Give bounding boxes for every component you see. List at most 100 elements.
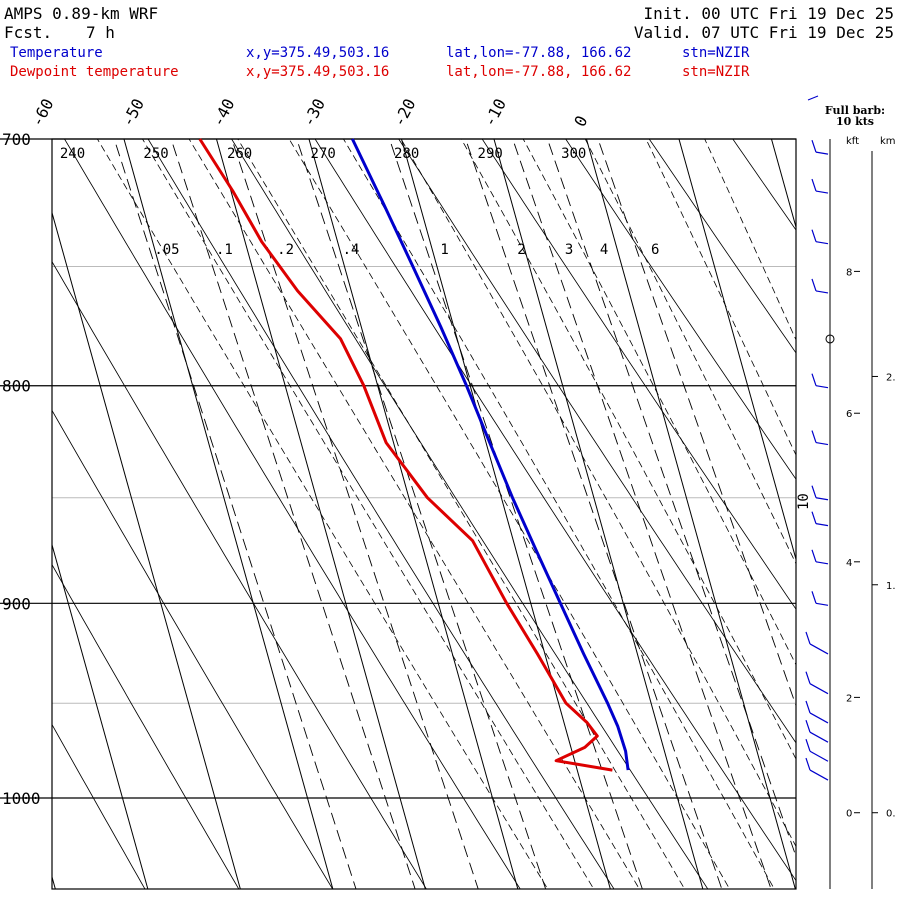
dewpoint-line xyxy=(198,138,613,772)
kft-tick-label: 0 xyxy=(846,809,852,820)
moist-adiabat xyxy=(288,139,731,889)
isotherm xyxy=(585,139,796,889)
moist-adiabat xyxy=(237,139,686,889)
isotherm xyxy=(864,139,900,889)
wind-barb-flag xyxy=(811,229,817,242)
dry-adiabat-label: 300 xyxy=(561,146,586,162)
barb-annotation: 10 xyxy=(796,493,812,510)
dry-adiabat xyxy=(314,139,796,882)
legend-temperature-xy: x,y=375.49,503.16 xyxy=(246,45,389,61)
dry-adiabat xyxy=(648,139,796,354)
model-title: AMPS 0.89-km WRF xyxy=(4,4,158,23)
isotherm xyxy=(308,139,519,889)
moist-adiabat xyxy=(522,139,796,666)
wind-barb xyxy=(809,712,829,724)
mixing-ratio-label: 1 xyxy=(440,242,448,258)
pressure-label-900: 900 xyxy=(2,594,31,613)
moist-adiabat xyxy=(142,139,595,889)
legend-temperature-latlon: lat,lon=-77.88, 166.62 xyxy=(446,45,631,61)
temperature-line xyxy=(351,138,630,771)
dry-adiabat-label: 240 xyxy=(60,146,85,162)
barb-key-icon xyxy=(807,95,819,101)
side-panel: 10 0 2 4 6 8 0. 1. 2. xyxy=(796,139,896,889)
isotherm xyxy=(52,210,241,889)
dry-adiabat-label: 260 xyxy=(227,146,252,162)
moist-adiabat xyxy=(343,139,775,889)
isotherm-label: -10 xyxy=(480,95,510,129)
kft-tick-label: 4 xyxy=(846,558,852,569)
dry-adiabat-label: 270 xyxy=(310,146,335,162)
moist-adiabat xyxy=(400,139,796,848)
km-axis-label: km xyxy=(880,136,896,147)
mixing-ratio-label: .2 xyxy=(277,242,294,258)
calm-wind-circle xyxy=(825,334,835,344)
mixing-ratio-label: .4 xyxy=(343,242,360,258)
km-tick-label: 1. xyxy=(886,581,896,592)
wind-barb xyxy=(809,731,829,743)
wind-barb-flag xyxy=(805,631,811,645)
dry-adiabat xyxy=(871,99,900,900)
wind-barb xyxy=(815,190,829,194)
barb-key-line2: 10 kts xyxy=(836,115,874,128)
forecast-label: Fcst. xyxy=(4,23,52,42)
dry-adiabat xyxy=(481,139,796,610)
mixing-ratio-label: 4 xyxy=(600,242,608,258)
mixing-ratio-line xyxy=(465,139,723,889)
legend-temperature-name: Temperature xyxy=(10,45,103,61)
pressure-label-700: 700 xyxy=(2,130,31,149)
isotherm xyxy=(400,139,611,889)
wind-barb-flag xyxy=(805,671,811,684)
mixing-ratio-line xyxy=(170,139,416,889)
mixing-ratio-line xyxy=(113,139,357,889)
kft-tick-label: 8 xyxy=(846,267,852,278)
mixing-ratio-line xyxy=(231,139,479,889)
kft-tick-label: 2 xyxy=(846,693,852,704)
wind-barb-flag xyxy=(811,485,817,498)
wind-barb-flag xyxy=(811,178,817,192)
mixing-ratio-label: .05 xyxy=(154,242,179,258)
legend-dewpoint-stn: stn=NZIR xyxy=(682,64,750,80)
isotherm-label: -40 xyxy=(208,95,238,129)
isotherm-label: -30 xyxy=(299,95,329,129)
kft-axis-label: kft xyxy=(846,136,859,147)
moist-adiabat xyxy=(584,139,796,565)
legend-dewpoint-xy: x,y=375.49,503.16 xyxy=(246,64,389,80)
wind-barb xyxy=(809,750,829,762)
dry-adiabat xyxy=(52,723,146,889)
pressure-label-800: 800 xyxy=(2,377,31,396)
dry-adiabat-label: 250 xyxy=(143,146,168,162)
dry-adiabat xyxy=(52,409,334,889)
wind-barb xyxy=(809,643,829,655)
dry-adiabat xyxy=(565,139,796,480)
plot-frame xyxy=(51,138,797,890)
dry-adiabat-label: 290 xyxy=(478,146,503,162)
isotherm xyxy=(52,542,149,889)
wind-barb-flag xyxy=(811,549,817,563)
mixing-ratio-line xyxy=(296,139,547,889)
legend-dewpoint-name: Dewpoint temperature xyxy=(10,64,179,80)
wind-barb-flag xyxy=(811,430,817,443)
legend-dewpoint-latlon: lat,lon=-77.88, 166.62 xyxy=(446,64,631,80)
init-time: Init. 00 UTC Fri 19 Dec 25 xyxy=(644,4,894,23)
isotherm xyxy=(123,139,334,889)
isotherm-label: 0 xyxy=(570,112,591,129)
wind-barb-flag xyxy=(811,591,817,604)
isotherm xyxy=(770,139,796,229)
wind-barb xyxy=(815,241,829,245)
wind-barb-flag xyxy=(811,511,817,524)
legend-temperature-stn: stn=NZIR xyxy=(682,45,750,61)
wind-barb xyxy=(815,561,829,565)
wind-barb-flag xyxy=(805,700,811,714)
isotherm xyxy=(678,139,796,562)
mixing-ratio-label: .1 xyxy=(216,242,233,258)
moist-adiabat xyxy=(645,139,796,456)
mixing-ratio-label: 3 xyxy=(565,242,573,258)
mixing-ratio-line xyxy=(597,139,796,707)
isotherm xyxy=(52,875,56,889)
wind-barb-flag xyxy=(805,757,811,771)
wind-barb-flag xyxy=(811,139,817,153)
valid-time: Valid. 07 UTC Fri 19 Dec 25 xyxy=(634,23,894,42)
